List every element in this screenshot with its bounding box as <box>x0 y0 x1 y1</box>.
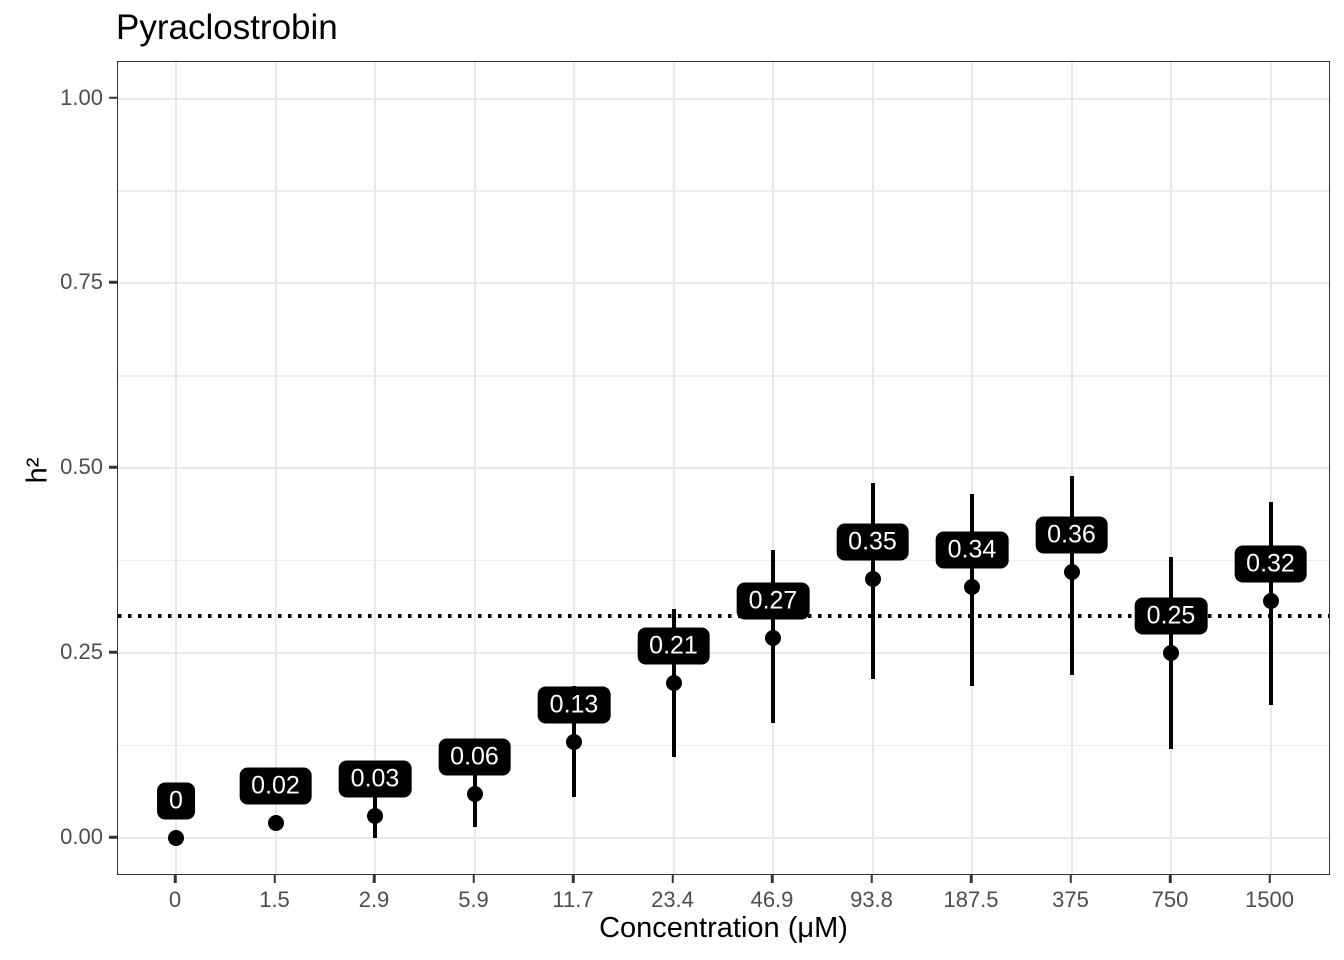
gridline-x-major <box>175 62 177 874</box>
y-tick-mark <box>109 835 117 839</box>
data-point-label: 0.34 <box>935 531 1009 569</box>
reference-line-dotted <box>118 614 1329 618</box>
x-tick-mark <box>870 875 873 883</box>
y-axis-title: h² <box>21 457 54 484</box>
data-point-label: 0 <box>157 782 195 820</box>
data-point <box>367 807 383 824</box>
y-tick-label: 1.00 <box>60 84 103 110</box>
y-tick-label: 0.00 <box>60 824 103 849</box>
x-tick-mark <box>671 875 674 883</box>
x-tick-label: 2.9 <box>358 887 390 912</box>
x-tick-label: 5.9 <box>458 887 489 912</box>
gridline-x-major <box>1070 62 1073 874</box>
y-tick-mark <box>109 96 117 99</box>
data-point <box>466 785 483 802</box>
x-tick-label: 11.7 <box>552 887 594 912</box>
data-point <box>168 830 184 846</box>
data-point <box>665 674 682 691</box>
gridline-x-major <box>1170 62 1172 874</box>
gridline-y-minor <box>118 375 1329 377</box>
x-tick-label: 46.9 <box>750 887 794 912</box>
gridline-x-major <box>672 62 675 874</box>
x-tick-mark <box>472 875 475 883</box>
data-point <box>1063 563 1080 580</box>
y-tick-label: 0.50 <box>60 454 103 480</box>
gridline-x-major <box>274 62 277 874</box>
x-tick-mark <box>770 875 774 883</box>
x-tick-mark <box>571 875 575 883</box>
gridline-y-major <box>118 837 1329 839</box>
data-point <box>964 578 980 595</box>
gridline-y-minor <box>118 744 1329 747</box>
gridline-x-major <box>971 62 973 874</box>
data-point-label: 0.27 <box>736 582 810 620</box>
data-point <box>267 815 284 832</box>
x-axis-title: Concentration (μM) <box>599 912 848 944</box>
x-tick-mark <box>1069 875 1072 883</box>
data-point-label: 0.32 <box>1234 545 1307 583</box>
y-tick-mark <box>109 650 117 654</box>
x-tick-mark <box>1168 875 1172 883</box>
gridline-y-major <box>118 97 1329 100</box>
x-tick-mark <box>1268 875 1271 883</box>
data-point-label: 0.02 <box>239 767 312 805</box>
gridline-y-minor <box>118 190 1329 192</box>
data-point-label: 0.25 <box>1134 597 1208 635</box>
gridline-y-major <box>118 467 1329 470</box>
data-point <box>765 630 781 647</box>
plot-title: Pyraclostrobin <box>116 8 338 47</box>
gridline-x-major <box>374 62 376 874</box>
gridline-x-major <box>573 62 575 874</box>
gridline-y-major <box>118 652 1329 655</box>
x-tick-label: 375 <box>1052 887 1089 912</box>
y-tick-label: 0.25 <box>60 639 103 665</box>
data-point <box>1262 593 1279 610</box>
data-point <box>864 571 881 588</box>
y-tick-label: 0.75 <box>60 269 103 295</box>
x-tick-mark <box>273 875 276 883</box>
data-point-label: 0.03 <box>338 760 412 798</box>
data-point <box>566 733 582 750</box>
x-tick-mark <box>173 875 177 883</box>
gridline-x-major <box>772 62 774 874</box>
x-tick-label: 187.5 <box>943 887 999 912</box>
x-tick-label: 23.4 <box>651 887 694 912</box>
plot-panel: 0 0.02 0.03 0.06 0.13 0.21 0.27 0.35 0.34 0.36 0.2… <box>117 61 1330 875</box>
x-tick-label: 1.5 <box>259 887 290 912</box>
x-tick-label: 0 <box>168 887 182 912</box>
gridline-x-major <box>473 62 476 874</box>
data-point-label: 0.36 <box>1035 516 1108 554</box>
x-tick-label: 93.8 <box>850 887 893 912</box>
gridline-y-major <box>118 282 1329 285</box>
data-point-label: 0.35 <box>836 523 909 561</box>
data-point-label: 0.21 <box>637 627 710 665</box>
y-tick-mark <box>109 281 117 284</box>
x-tick-label: 1500 <box>1245 887 1294 912</box>
x-tick-mark <box>372 875 376 883</box>
x-tick-mark <box>969 875 973 883</box>
data-point-label: 0.06 <box>438 738 511 776</box>
gridline-y-minor <box>118 559 1329 562</box>
y-tick-mark <box>109 466 117 469</box>
gridline-x-major <box>1269 62 1272 874</box>
gridline-x-major <box>871 62 874 874</box>
data-point-label: 0.13 <box>537 686 611 724</box>
x-tick-label: 750 <box>1151 887 1189 912</box>
data-point <box>1163 645 1179 662</box>
